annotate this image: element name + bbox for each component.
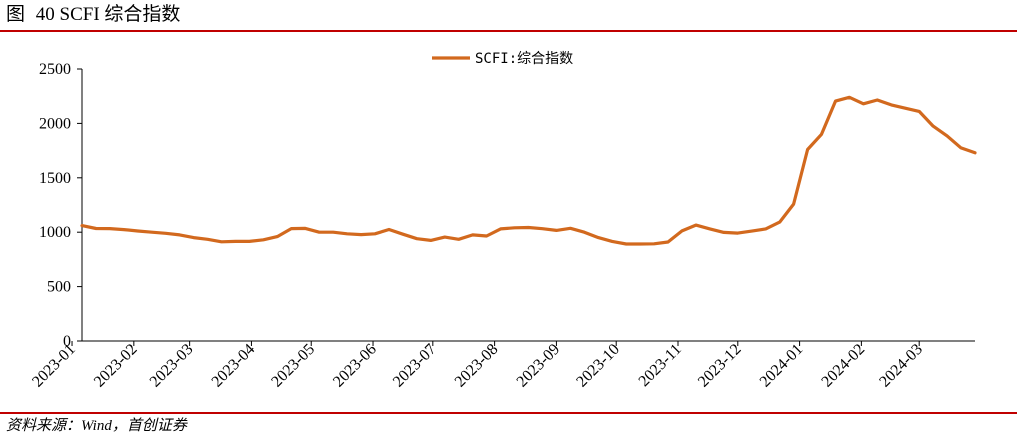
data-point <box>192 236 195 239</box>
data-point <box>904 107 907 110</box>
chart-legend: SCFI:综合指数 <box>432 51 573 67</box>
data-point <box>345 232 349 235</box>
data-point <box>583 231 586 234</box>
data-point <box>959 146 963 150</box>
data-point <box>834 99 837 103</box>
x-tick-label: 2023-10 <box>573 341 623 391</box>
figure-title: 图 40 SCFI 综合指数 <box>6 2 180 28</box>
data-point <box>443 235 446 239</box>
data-point <box>750 229 753 233</box>
data-point <box>122 228 126 231</box>
data-point <box>276 235 279 238</box>
data-point <box>80 224 84 227</box>
y-tick-label: 2500 <box>39 61 71 78</box>
data-point <box>234 240 237 243</box>
data-point <box>150 231 153 234</box>
data-point <box>820 133 823 136</box>
legend-label: SCFI:综合指数 <box>475 51 573 67</box>
x-tick-label: 2023-03 <box>147 341 197 391</box>
x-tick-label: 2023-04 <box>209 341 259 391</box>
data-point <box>778 220 781 224</box>
x-tick-label: 2023-05 <box>268 341 318 391</box>
data-point <box>485 234 488 238</box>
data-point <box>373 232 377 235</box>
x-tick-label: 2023-01 <box>29 341 79 391</box>
x-tick-label: 2024-03 <box>876 341 926 391</box>
y-tick-label: 2000 <box>39 115 71 132</box>
figure-label: 图 <box>6 4 26 25</box>
data-point <box>736 231 739 235</box>
data-point <box>387 228 391 231</box>
data-point <box>262 238 265 241</box>
data-point <box>708 227 712 231</box>
data-point <box>611 240 614 243</box>
data-point <box>471 233 474 237</box>
data-point <box>541 227 544 230</box>
data-point <box>401 233 405 236</box>
data-point <box>680 229 684 233</box>
data-point <box>694 223 698 227</box>
data-point <box>722 231 725 234</box>
data-point <box>792 202 795 206</box>
figure-title-text: SCFI 综合指数 <box>59 4 181 25</box>
x-tick-label: 2024-02 <box>818 341 868 391</box>
chart-series <box>80 95 977 246</box>
data-point <box>848 96 851 99</box>
x-tick-label: 2023-06 <box>330 341 380 391</box>
data-point <box>220 240 223 243</box>
data-point <box>457 238 460 241</box>
data-point <box>918 110 921 113</box>
x-tick-label: 2023-11 <box>636 341 685 390</box>
data-point <box>876 98 879 102</box>
data-point <box>136 229 139 233</box>
data-point <box>248 240 251 243</box>
data-point <box>862 102 865 106</box>
source-note: 资料来源：Wind，首创证券 <box>6 418 187 434</box>
footer-rule <box>0 412 1017 414</box>
data-point <box>555 229 558 232</box>
series-line-scfi <box>80 95 977 246</box>
data-point <box>764 227 767 231</box>
data-point <box>931 124 935 128</box>
y-tick-label: 1500 <box>39 170 71 187</box>
data-point <box>359 233 363 236</box>
chart-axes <box>81 69 975 342</box>
data-point <box>499 227 502 231</box>
x-tick-label: 2024-01 <box>757 341 807 391</box>
data-point <box>890 103 893 107</box>
data-point <box>666 240 670 244</box>
data-point <box>94 227 98 230</box>
x-tick-label: 2023-07 <box>390 341 440 391</box>
data-point <box>415 237 419 240</box>
x-tick-label: 2023-09 <box>514 341 564 391</box>
data-point <box>429 239 432 242</box>
y-tick-label: 0 <box>63 333 71 350</box>
data-point <box>164 232 167 235</box>
data-point <box>625 242 628 246</box>
y-tick-label: 500 <box>47 279 71 296</box>
data-point <box>569 227 572 230</box>
data-point <box>332 231 335 234</box>
data-point <box>318 231 321 234</box>
data-point <box>513 226 516 229</box>
x-tick-label: 2023-08 <box>452 341 502 391</box>
data-point <box>108 227 112 230</box>
data-point <box>652 242 656 245</box>
data-point <box>806 148 809 151</box>
figure-number: 40 <box>35 4 55 25</box>
data-point <box>638 242 642 246</box>
x-tick-label: 2023-12 <box>695 341 745 391</box>
data-point <box>178 233 181 237</box>
data-point <box>973 151 977 154</box>
y-tick-label: 1000 <box>39 224 71 241</box>
data-point <box>527 226 530 229</box>
data-point <box>945 134 949 138</box>
data-point <box>206 238 209 241</box>
data-point <box>304 227 307 230</box>
x-tick-label: 2023-02 <box>91 341 141 391</box>
data-point <box>597 236 600 239</box>
data-point <box>290 227 293 230</box>
header-rule <box>0 30 1017 32</box>
